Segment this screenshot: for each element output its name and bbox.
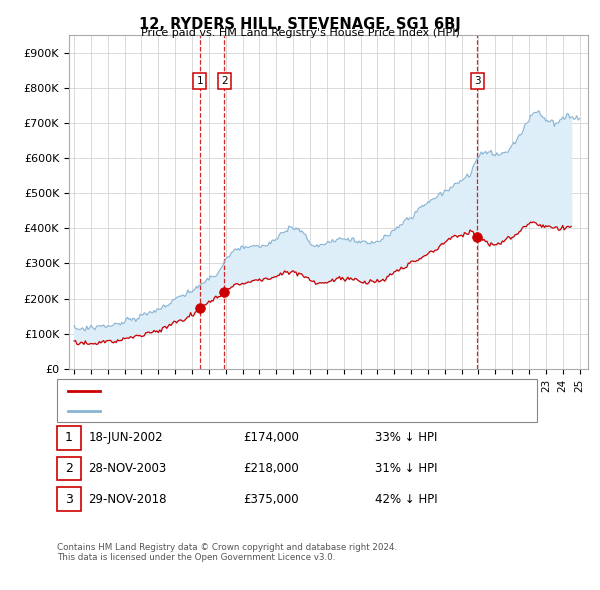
Text: 28-NOV-2003: 28-NOV-2003 <box>88 462 166 475</box>
Text: 1: 1 <box>196 76 203 86</box>
Text: £218,000: £218,000 <box>243 462 299 475</box>
Text: 12, RYDERS HILL, STEVENAGE, SG1 6BJ (detached house): 12, RYDERS HILL, STEVENAGE, SG1 6BJ (det… <box>107 386 406 396</box>
Text: 3: 3 <box>474 76 481 86</box>
Text: 31% ↓ HPI: 31% ↓ HPI <box>375 462 437 475</box>
Text: £174,000: £174,000 <box>243 431 299 444</box>
Text: 12, RYDERS HILL, STEVENAGE, SG1 6BJ: 12, RYDERS HILL, STEVENAGE, SG1 6BJ <box>139 17 461 31</box>
Text: 2: 2 <box>221 76 227 86</box>
Text: Price paid vs. HM Land Registry's House Price Index (HPI): Price paid vs. HM Land Registry's House … <box>140 28 460 38</box>
Text: 1: 1 <box>65 431 73 444</box>
Text: £375,000: £375,000 <box>243 493 299 506</box>
Text: 3: 3 <box>65 493 73 506</box>
Text: HPI: Average price, detached house, North Hertfordshire: HPI: Average price, detached house, Nort… <box>107 407 402 416</box>
Text: 18-JUN-2002: 18-JUN-2002 <box>88 431 163 444</box>
Text: 42% ↓ HPI: 42% ↓ HPI <box>375 493 437 506</box>
Text: 2: 2 <box>65 462 73 475</box>
Text: Contains HM Land Registry data © Crown copyright and database right 2024.
This d: Contains HM Land Registry data © Crown c… <box>57 543 397 562</box>
Text: 33% ↓ HPI: 33% ↓ HPI <box>375 431 437 444</box>
Text: 29-NOV-2018: 29-NOV-2018 <box>88 493 167 506</box>
